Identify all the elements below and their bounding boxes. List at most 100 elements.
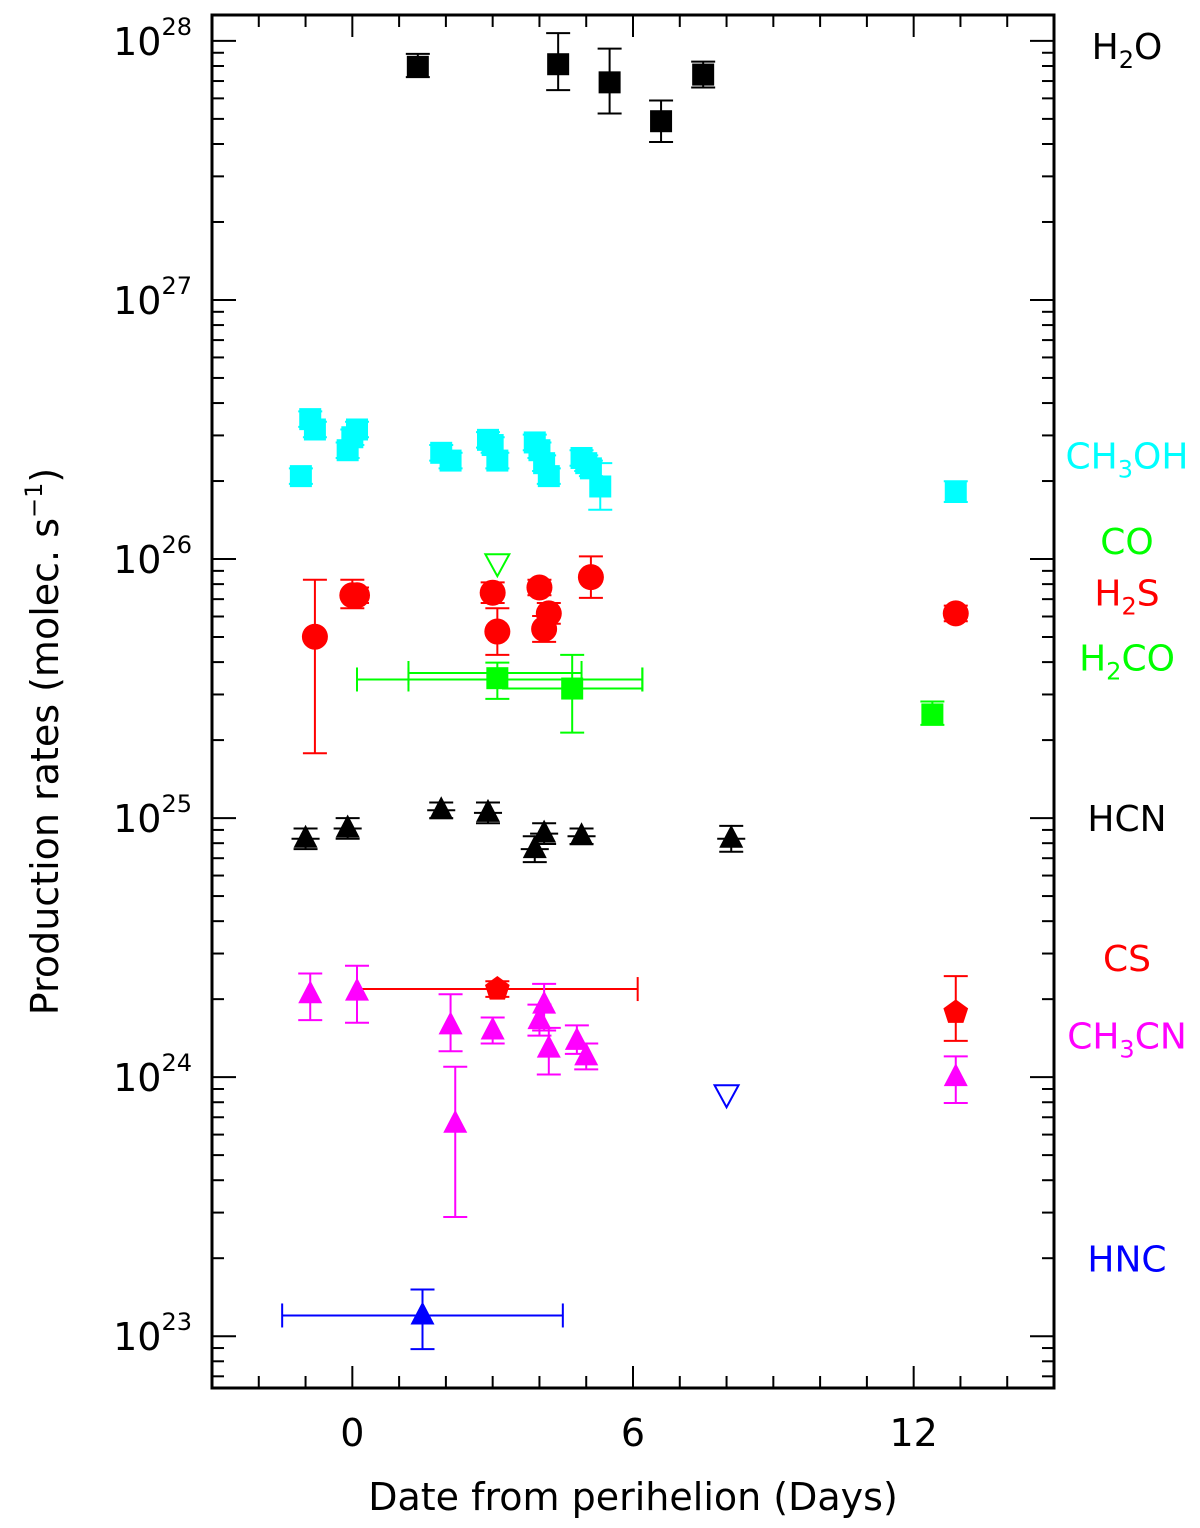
y-tick-exponent: 25 bbox=[161, 790, 192, 818]
x-tick-label: 12 bbox=[889, 1411, 937, 1455]
h2s-point bbox=[526, 574, 553, 601]
species-label-hcn: HCN bbox=[1087, 799, 1166, 840]
species-label-ch3cn: CH3CN bbox=[1067, 1017, 1187, 1064]
h2o-point bbox=[406, 55, 429, 78]
hnc-point bbox=[712, 1084, 741, 1110]
x-tick-label: 0 bbox=[340, 1411, 364, 1455]
y-tick-base: 10 bbox=[113, 538, 161, 582]
y-tick-label: 1025 bbox=[113, 790, 192, 841]
y-tick-label: 1026 bbox=[113, 531, 192, 582]
plot-frame bbox=[210, 13, 1056, 1390]
y-tick-exponent: 26 bbox=[161, 531, 192, 559]
species-label-h2co: H2CO bbox=[1079, 638, 1175, 685]
y-tick-base: 10 bbox=[113, 279, 161, 323]
y-tick-base: 10 bbox=[113, 797, 161, 841]
hcn-point bbox=[429, 796, 454, 820]
y-tick-exponent: 27 bbox=[161, 272, 192, 300]
h2co-point bbox=[561, 677, 584, 700]
ch3cn-point bbox=[527, 1006, 552, 1030]
y-axis-title: Production rates (molec. s−1) bbox=[20, 468, 67, 1015]
h2o-point bbox=[547, 53, 570, 76]
species-label-part: CH bbox=[1066, 436, 1118, 477]
ch3oh-point bbox=[289, 465, 312, 488]
h2s-point bbox=[942, 600, 969, 627]
species-label-h2s: H2S bbox=[1094, 574, 1159, 621]
ch3cn-point bbox=[443, 1109, 468, 1133]
hnc-point bbox=[410, 1301, 435, 1325]
species-label-part: H bbox=[1094, 574, 1121, 615]
ch3cn-point bbox=[536, 1034, 561, 1058]
species-label-part: 3 bbox=[1119, 1036, 1134, 1064]
y-tick-exponent: 24 bbox=[161, 1049, 192, 1077]
species-label-part: CH bbox=[1067, 1017, 1119, 1058]
ch3cn-point bbox=[943, 1063, 968, 1087]
h2s-point bbox=[301, 623, 328, 650]
species-label-part: H bbox=[1092, 27, 1119, 68]
h2o-point bbox=[650, 110, 673, 133]
y-tick-label: 1027 bbox=[113, 272, 192, 323]
species-label-part: S bbox=[1137, 574, 1160, 615]
ch3oh-point bbox=[346, 418, 369, 441]
hcn-point bbox=[719, 824, 744, 848]
h2o-point bbox=[692, 63, 715, 86]
ch3oh-point bbox=[439, 449, 462, 472]
species-label-part: CS bbox=[1103, 939, 1151, 980]
ch3cn-point bbox=[480, 1016, 505, 1040]
ch3cn-point bbox=[438, 1011, 463, 1035]
hcn-point bbox=[522, 835, 547, 859]
ch3oh-point bbox=[486, 449, 509, 472]
h2s-point bbox=[484, 618, 511, 645]
species-label-h2o: H2O bbox=[1092, 27, 1163, 74]
species-label-part: 2 bbox=[1119, 46, 1134, 74]
y-axis-title-close: ) bbox=[23, 468, 67, 483]
x-axis-title: Date from perihelion (Days) bbox=[368, 1475, 898, 1519]
ch3oh-point bbox=[537, 465, 560, 488]
ch3cn-point bbox=[298, 980, 323, 1004]
co-point bbox=[483, 553, 512, 579]
h2co-point bbox=[921, 703, 944, 726]
y-tick-label: 1024 bbox=[113, 1049, 192, 1100]
hcn-point bbox=[335, 814, 360, 838]
hcn-point bbox=[293, 824, 318, 848]
species-label-hnc: HNC bbox=[1087, 1239, 1166, 1280]
h2s-point bbox=[577, 564, 604, 591]
h2co-point bbox=[486, 667, 509, 690]
h2o-point bbox=[598, 71, 621, 94]
species-label-part: HNC bbox=[1087, 1239, 1166, 1280]
hcn-point bbox=[569, 822, 594, 846]
h2s-point bbox=[344, 582, 371, 609]
x-tick-label: 6 bbox=[621, 1411, 645, 1455]
data-marks bbox=[281, 32, 969, 1351]
y-tick-base: 10 bbox=[113, 1315, 161, 1359]
y-tick-exponent: 23 bbox=[161, 1308, 192, 1336]
ch3oh-point bbox=[589, 475, 612, 498]
y-tick-label: 1023 bbox=[113, 1308, 192, 1359]
ch3cn-point bbox=[532, 990, 557, 1014]
ch3cn-point bbox=[574, 1042, 599, 1066]
cs-point bbox=[943, 999, 969, 1023]
y-tick-exponent: 28 bbox=[161, 13, 192, 41]
ch3oh-point bbox=[944, 480, 967, 503]
species-label-part: OH bbox=[1133, 436, 1188, 477]
species-label-part: 2 bbox=[1106, 657, 1121, 685]
y-axis-title-text: Production rates (molec. s bbox=[23, 518, 67, 1015]
species-label-part: CO bbox=[1121, 638, 1174, 679]
species-label-part: O bbox=[1134, 27, 1162, 68]
species-label-ch3oh: CH3OH bbox=[1066, 436, 1189, 483]
species-label-co: CO bbox=[1100, 522, 1153, 563]
hcn-point bbox=[475, 798, 500, 822]
y-tick-label: 1028 bbox=[113, 13, 192, 64]
hcn-point bbox=[532, 819, 557, 843]
species-label-part: 3 bbox=[1118, 455, 1133, 483]
ch3oh-point bbox=[303, 418, 326, 441]
y-tick-base: 10 bbox=[113, 1056, 161, 1100]
species-label-part: 2 bbox=[1121, 593, 1136, 621]
species-label-part: H bbox=[1079, 638, 1106, 679]
tick-marks bbox=[211, 15, 1055, 1388]
species-label-part: CO bbox=[1100, 522, 1153, 563]
h2s-point bbox=[535, 600, 562, 627]
y-axis-title-sup: −1 bbox=[20, 483, 48, 518]
ch3cn-point bbox=[345, 977, 370, 1001]
